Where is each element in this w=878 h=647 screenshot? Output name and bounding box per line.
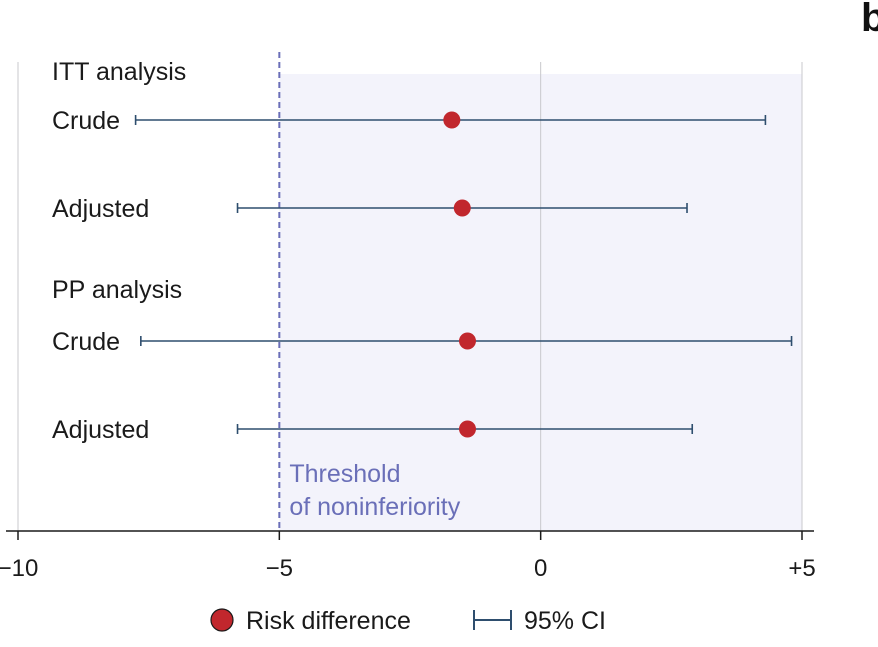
x-tick-label: +5 [788,555,815,582]
risk-difference-point [453,199,471,217]
x-tick-label: −5 [266,555,293,582]
legend-point-label: Risk difference [246,607,411,635]
panel-letter: b [861,0,878,40]
group-heading: ITT analysis [52,58,186,86]
row-label: Adjusted [52,195,149,223]
legend-layer: Risk difference 95% CI [210,607,606,635]
legend-point-marker [210,608,234,632]
row-label: Crude [52,107,120,135]
x-tick-label: 0 [534,555,547,582]
rows-layer: ITT analysis Crude Adjusted PP analysis Crud… [52,58,793,444]
x-tick-label: −10 [0,555,38,582]
row-label: Crude [52,328,120,356]
legend-ci-label: 95% CI [524,607,606,635]
risk-difference-point [443,111,461,129]
axis-layer: −10 −5 0 +5 [0,530,816,582]
threshold-label-line1: Threshold [289,460,400,488]
threshold-label-line2: of noninferiority [289,493,460,521]
row-label: Adjusted [52,416,149,444]
group-heading: PP analysis [52,276,182,304]
risk-difference-point [458,332,476,350]
risk-difference-point [458,420,476,438]
background-layer: Threshold of noninferiority [17,52,803,531]
